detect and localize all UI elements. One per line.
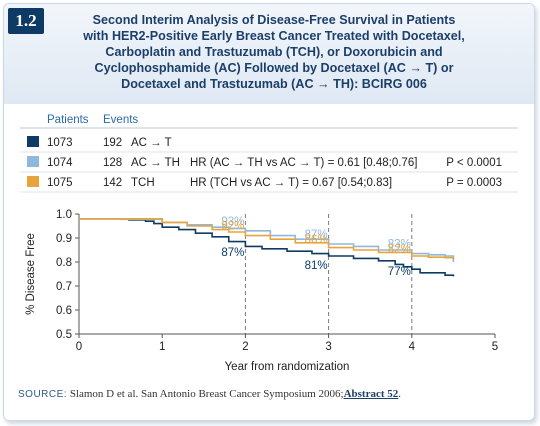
title-line: Second Interim Analysis of Disease-Free … — [92, 13, 456, 27]
y-tick-label: 0.6 — [56, 305, 72, 317]
patients-count: 1074 — [47, 157, 73, 169]
x-tick-label: 0 — [76, 341, 82, 353]
y-tick-label: 0.7 — [56, 281, 72, 293]
events-count: 128 — [103, 157, 122, 169]
legend-swatch — [27, 176, 39, 187]
x-tick-label: 3 — [325, 341, 331, 353]
patients-header: Patients — [47, 114, 89, 126]
title-line: with HER2-Positive Early Breast Cancer T… — [83, 29, 465, 43]
source-footer: SOURCE: Slamon D et al. San Antonio Brea… — [18, 388, 518, 400]
y-tick-label: 0.5 — [56, 329, 72, 341]
p-value: P < 0.0001 — [446, 157, 502, 169]
arm-label: TCH — [131, 177, 155, 189]
source-label: SOURCE: — [18, 389, 68, 400]
figure-number-badge: 1.2 — [8, 8, 44, 34]
patients-count: 1075 — [47, 177, 73, 189]
series-line — [79, 218, 455, 260]
rate-label: 83% — [388, 239, 411, 251]
y-axis-label: % Disease Free — [25, 233, 37, 315]
x-tick-label: 1 — [159, 341, 165, 353]
rate-label: 92% — [221, 221, 244, 233]
y-tick-label: 0.8 — [56, 257, 72, 269]
source-citation: Slamon D et al. San Antonio Breast Cance… — [69, 388, 344, 400]
title-line: Cyclophosphamide (AC) Followed by Doceta… — [94, 61, 454, 75]
figure-body: Patients Events 1073 192 AC → T 1074 128 AC → T… — [12, 104, 526, 380]
x-axis-label: Year from randomization — [225, 361, 350, 373]
title-line: Carboplatin and Trastuzumab (TCH), or Do… — [105, 45, 443, 59]
events-count: 192 — [103, 137, 122, 149]
events-header: Events — [103, 114, 138, 126]
p-value: P = 0.0003 — [446, 177, 502, 189]
rate-label: 77% — [388, 266, 411, 278]
hazard-ratio: HR (TCH vs AC → T) = 0.67 [0.54;0.83] — [190, 177, 392, 189]
rate-label: 87% — [221, 247, 244, 259]
rate-label: 82% — [388, 243, 411, 255]
citation-end: . — [398, 388, 402, 400]
legend-table: Patients Events 1073 192 AC → T 1074 128 AC → T… — [20, 114, 518, 193]
rate-label: 86% — [305, 234, 328, 246]
arm-label: AC → T — [131, 137, 172, 149]
x-tick-label: 2 — [242, 341, 248, 353]
rate-label: 87% — [305, 229, 328, 241]
legend-swatch — [27, 136, 39, 147]
patients-count: 1073 — [47, 137, 73, 149]
figure-title: Second Interim Analysis of Disease-Free … — [64, 12, 484, 92]
hazard-ratio: HR (AC → TH vs AC → T) = 0.61 [0.48;0.76… — [190, 157, 417, 169]
x-tick-label: 5 — [492, 341, 498, 353]
rate-label: 81% — [305, 260, 328, 272]
rate-label: 93% — [221, 216, 244, 228]
survival-chart: Patients Events 1073 192 AC → T 1074 128 AC → T… — [20, 114, 518, 373]
y-tick-label: 1.0 — [56, 209, 72, 221]
figure-frame: 1.2 Second Interim Analysis of Disease-F… — [3, 3, 535, 421]
series-line — [79, 218, 455, 277]
abstract-link[interactable]: Abstract 52 — [343, 388, 399, 400]
legend-swatch — [27, 156, 39, 167]
plot-area: 0.5 0.6 0.7 0.8 0.9 1.0 0 1 2 3 4 5 Year from random… — [25, 209, 498, 373]
x-tick-label: 4 — [409, 341, 416, 353]
y-tick-label: 0.9 — [56, 233, 72, 245]
figure-header: 1.2 Second Interim Analysis of Disease-F… — [4, 4, 534, 104]
arm-label: AC → TH — [131, 157, 180, 169]
title-line: Docetaxel and Trastuzumab (AC → TH): BCI… — [121, 77, 427, 91]
events-count: 142 — [103, 177, 122, 189]
